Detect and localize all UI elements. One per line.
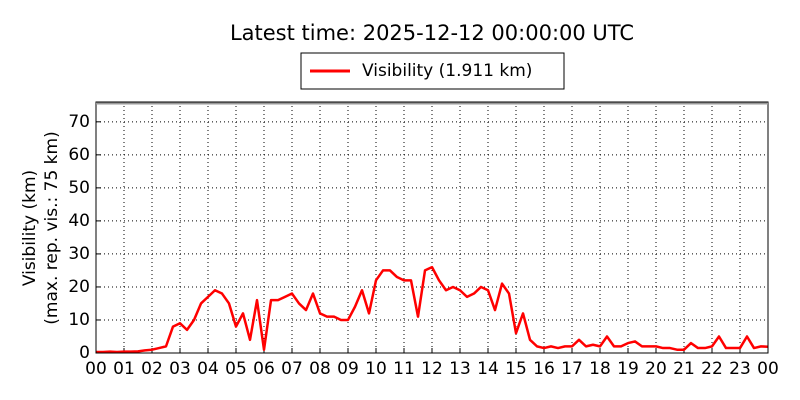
x-tick-label: 06 [253,359,275,379]
x-tick-label: 01 [113,359,135,379]
x-tick-label: 08 [309,359,331,379]
x-tick-label: 17 [561,359,583,379]
x-tick-label: 05 [225,359,247,379]
y-axis-label: Visibility (km) [20,170,40,286]
x-tick-label: 07 [281,359,303,379]
x-tick-label: 22 [701,359,723,379]
plot-frame [95,101,769,354]
x-tick-label: 09 [337,359,359,379]
y-tick-label: 20 [68,277,90,297]
y-tick-label: 10 [68,310,90,330]
y-tick-label: 70 [68,112,90,132]
x-tick-label: 15 [505,359,527,379]
y-tick-label: 60 [68,145,90,165]
x-tick-label: 10 [365,359,387,379]
x-tick-label: 00 [757,359,779,379]
x-tick-label: 03 [169,359,191,379]
y-tick-label: 50 [68,178,90,198]
x-tick-label: 19 [617,359,639,379]
data-line [96,265,769,354]
x-tick-label: 18 [589,359,611,379]
x-tick-label: 13 [449,359,471,379]
x-tick-label: 12 [421,359,443,379]
x-tick-label: 14 [477,359,499,379]
x-tick-label: 00 [85,359,107,379]
y-tick-label: 30 [68,244,90,264]
x-tick-label: 02 [141,359,163,379]
y-axis-label: (max. rep. vis.: 75 km) [42,131,62,324]
x-tick-label: 21 [673,359,695,379]
chart-title: Latest time: 2025-12-12 00:00:00 UTC [230,21,634,45]
x-tick-label: 20 [645,359,667,379]
y-tick-label: 40 [68,211,90,231]
legend-label: Visibility (1.911 km) [362,61,532,81]
x-tick-label: 11 [393,359,415,379]
x-tick-label: 16 [533,359,555,379]
x-tick-label: 23 [729,359,751,379]
y-tick-label: 0 [79,343,90,363]
x-tick-label: 04 [197,359,219,379]
